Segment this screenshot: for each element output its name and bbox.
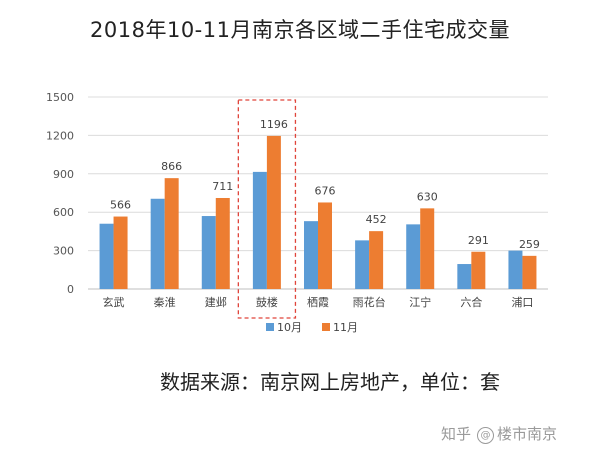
y-tick-label: 300 [53, 245, 74, 258]
highlight-box [237, 99, 297, 319]
legend-swatch-november [322, 323, 330, 331]
data-label: 866 [161, 160, 182, 173]
bar-october [304, 221, 318, 289]
x-tick-label: 玄武 [103, 295, 125, 309]
bar-november [318, 202, 332, 289]
x-tick-label: 秦淮 [154, 295, 176, 309]
x-tick-label: 六合 [460, 295, 482, 309]
legend-label: 10月 [277, 321, 302, 334]
legend: 10月 11月 [266, 321, 358, 334]
bar-november [164, 178, 179, 289]
x-tick-label: 雨花台 [353, 295, 386, 309]
bar-october [406, 224, 421, 289]
bar-october [150, 198, 165, 289]
y-tick-label: 600 [53, 206, 74, 219]
bar-october [99, 223, 114, 289]
watermark-prefix: 知乎 [441, 425, 472, 443]
data-label: 566 [110, 199, 131, 212]
data-labels: 566 866 711 1196 676 452 630 291 259 [110, 118, 540, 251]
x-tick-label: 鼓楼 [256, 295, 278, 309]
y-tick-label: 1200 [46, 129, 74, 142]
bar-october [457, 264, 472, 289]
y-axis-ticks: 0 300 600 900 1200 1500 [46, 91, 74, 296]
x-tick-label: 浦口 [511, 296, 533, 309]
x-axis-ticks: 玄武 秦淮 建邺 鼓楼 栖霞 雨花台 江宁 六合 浦口 [103, 295, 534, 309]
bar-october [201, 216, 216, 289]
bar-november [113, 216, 128, 289]
bar-november [471, 251, 486, 289]
x-tick-label: 栖霞 [307, 295, 329, 309]
bar-november [266, 135, 281, 289]
bar-october [252, 171, 267, 289]
y-tick-label: 0 [67, 283, 74, 296]
data-label: 452 [366, 213, 387, 226]
y-tick-label: 1500 [46, 91, 74, 104]
x-tick-label: 建邺 [205, 295, 227, 309]
bar-november [215, 197, 230, 289]
at-icon: @ [477, 427, 495, 444]
highlight-box-rect [237, 99, 297, 319]
bar-november [522, 255, 537, 289]
data-label: 630 [417, 190, 438, 203]
data-label: 1196 [260, 118, 288, 131]
y-tick-label: 900 [53, 168, 74, 181]
legend-label: 11月 [333, 321, 358, 334]
legend-swatch-october [266, 323, 274, 331]
source-note: 数据来源：南京网上房地产，单位：套 [160, 370, 500, 394]
watermark: 知乎 @ 楼市南京 [441, 423, 557, 444]
bar-october [508, 250, 523, 289]
chart-title: 2018年10-11月南京各区域二手住宅成交量 [90, 18, 510, 42]
data-label: 676 [315, 184, 336, 197]
bars [99, 135, 537, 289]
data-label: 259 [519, 238, 540, 251]
bar-november [369, 231, 384, 289]
data-label: 711 [212, 180, 233, 193]
bar-october [355, 240, 370, 289]
bar-november [420, 208, 435, 289]
watermark-name: 楼市南京 [497, 425, 558, 443]
x-tick-label: 江宁 [409, 295, 431, 309]
data-label: 291 [468, 234, 489, 247]
